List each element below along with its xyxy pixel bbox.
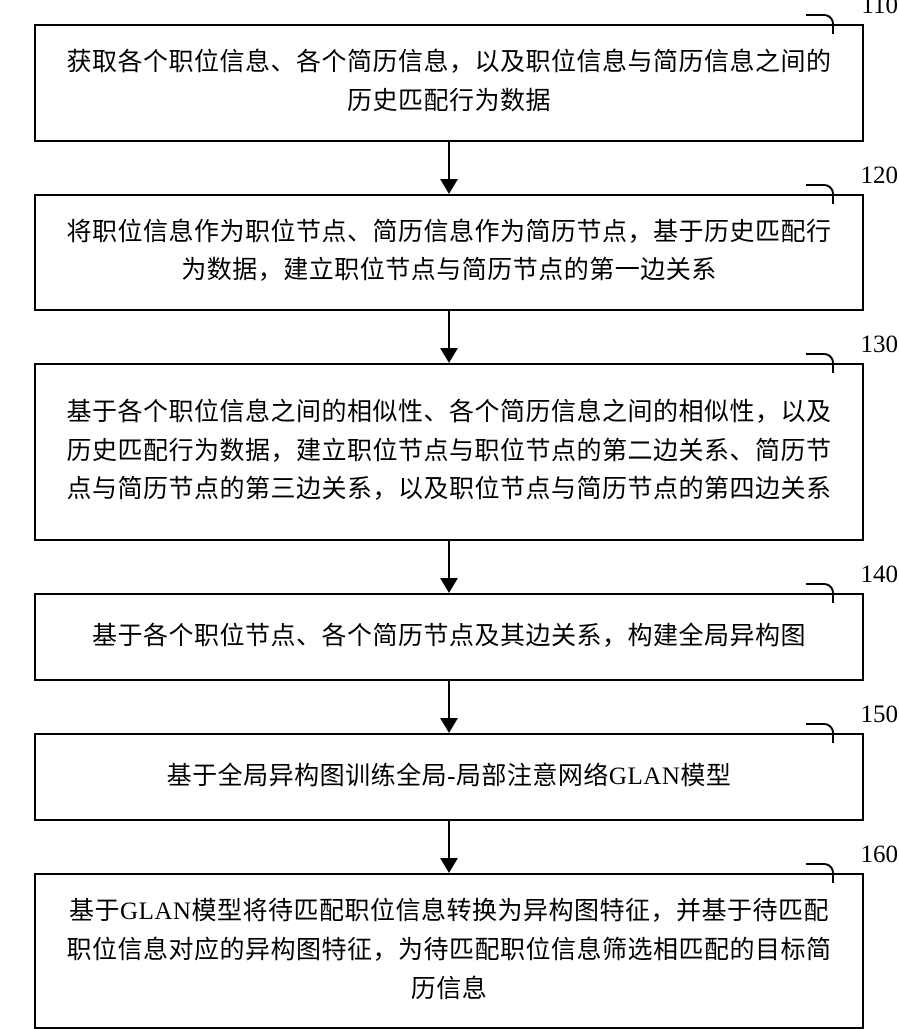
arrow-140-150 [440,681,458,733]
arrow-head-icon [440,718,458,733]
callout-150: 150 [806,711,870,743]
arrow-120-130 [440,311,458,363]
step-110-wrap: 110 获取各个职位信息、各个简历信息，以及职位信息与简历信息之间的历史匹配行为… [34,24,864,142]
step-box-150: 基于全局异构图训练全局-局部注意网络GLAN模型 [34,733,864,821]
callout-label-150: 150 [861,701,899,729]
arrow-110-120 [440,142,458,194]
callout-140: 140 [806,571,870,603]
arrow-line [448,142,451,180]
callout-bracket [806,863,834,883]
step-text-160: 基于GLAN模型将待匹配职位信息转换为异构图特征，并基于待匹配职位信息对应的异构… [66,893,832,1009]
arrow-150-160 [440,821,458,873]
arrow-line [448,541,451,579]
callout-label-140: 140 [861,561,899,589]
callout-110: 110 [806,2,870,34]
arrow-line [448,311,451,349]
step-160-wrap: 160 基于GLAN模型将待匹配职位信息转换为异构图特征，并基于待匹配职位信息对… [34,873,864,1029]
step-box-130: 基于各个职位信息之间的相似性、各个简历信息之间的相似性，以及历史匹配行为数据，建… [34,363,864,541]
step-140-wrap: 140 基于各个职位节点、各个简历节点及其边关系，构建全局异构图 [34,593,864,681]
step-text-130: 基于各个职位信息之间的相似性、各个简历信息之间的相似性，以及历史匹配行为数据，建… [66,394,832,510]
step-text-150: 基于全局异构图训练全局-局部注意网络GLAN模型 [167,758,732,797]
step-box-120: 将职位信息作为职位节点、简历信息作为简历节点，基于历史匹配行为数据，建立职位节点… [34,194,864,312]
arrow-line [448,681,451,719]
step-box-160: 基于GLAN模型将待匹配职位信息转换为异构图特征，并基于待匹配职位信息对应的异构… [34,873,864,1029]
callout-130: 130 [806,341,870,373]
callout-160: 160 [806,851,870,883]
callout-bracket [806,723,834,743]
callout-label-130: 130 [861,331,899,359]
callout-bracket [806,14,834,34]
step-box-110: 获取各个职位信息、各个简历信息，以及职位信息与简历信息之间的历史匹配行为数据 [34,24,864,142]
callout-label-110: 110 [861,0,898,20]
step-text-120: 将职位信息作为职位节点、简历信息作为简历节点，基于历史匹配行为数据，建立职位节点… [66,214,832,292]
step-130-wrap: 130 基于各个职位信息之间的相似性、各个简历信息之间的相似性，以及历史匹配行为… [34,363,864,541]
arrow-head-icon [440,578,458,593]
arrow-130-140 [440,541,458,593]
callout-120: 120 [806,172,870,204]
step-text-110: 获取各个职位信息、各个简历信息，以及职位信息与简历信息之间的历史匹配行为数据 [66,44,832,122]
callout-bracket [806,353,834,373]
arrow-line [448,821,451,859]
callout-label-120: 120 [861,162,899,190]
callout-bracket [806,184,834,204]
callout-label-160: 160 [861,841,899,869]
step-150-wrap: 150 基于全局异构图训练全局-局部注意网络GLAN模型 [34,733,864,821]
arrow-head-icon [440,348,458,363]
arrow-head-icon [440,858,458,873]
callout-bracket [806,583,834,603]
step-120-wrap: 120 将职位信息作为职位节点、简历信息作为简历节点，基于历史匹配行为数据，建立… [34,194,864,312]
flowchart-container: 110 获取各个职位信息、各个简历信息，以及职位信息与简历信息之间的历史匹配行为… [34,24,864,1029]
arrow-head-icon [440,179,458,194]
step-box-140: 基于各个职位节点、各个简历节点及其边关系，构建全局异构图 [34,593,864,681]
step-text-140: 基于各个职位节点、各个简历节点及其边关系，构建全局异构图 [92,618,806,657]
